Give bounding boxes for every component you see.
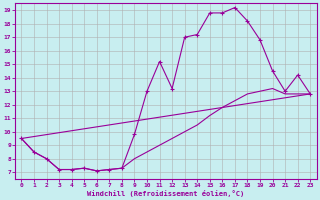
X-axis label: Windchill (Refroidissement éolien,°C): Windchill (Refroidissement éolien,°C): [87, 190, 244, 197]
